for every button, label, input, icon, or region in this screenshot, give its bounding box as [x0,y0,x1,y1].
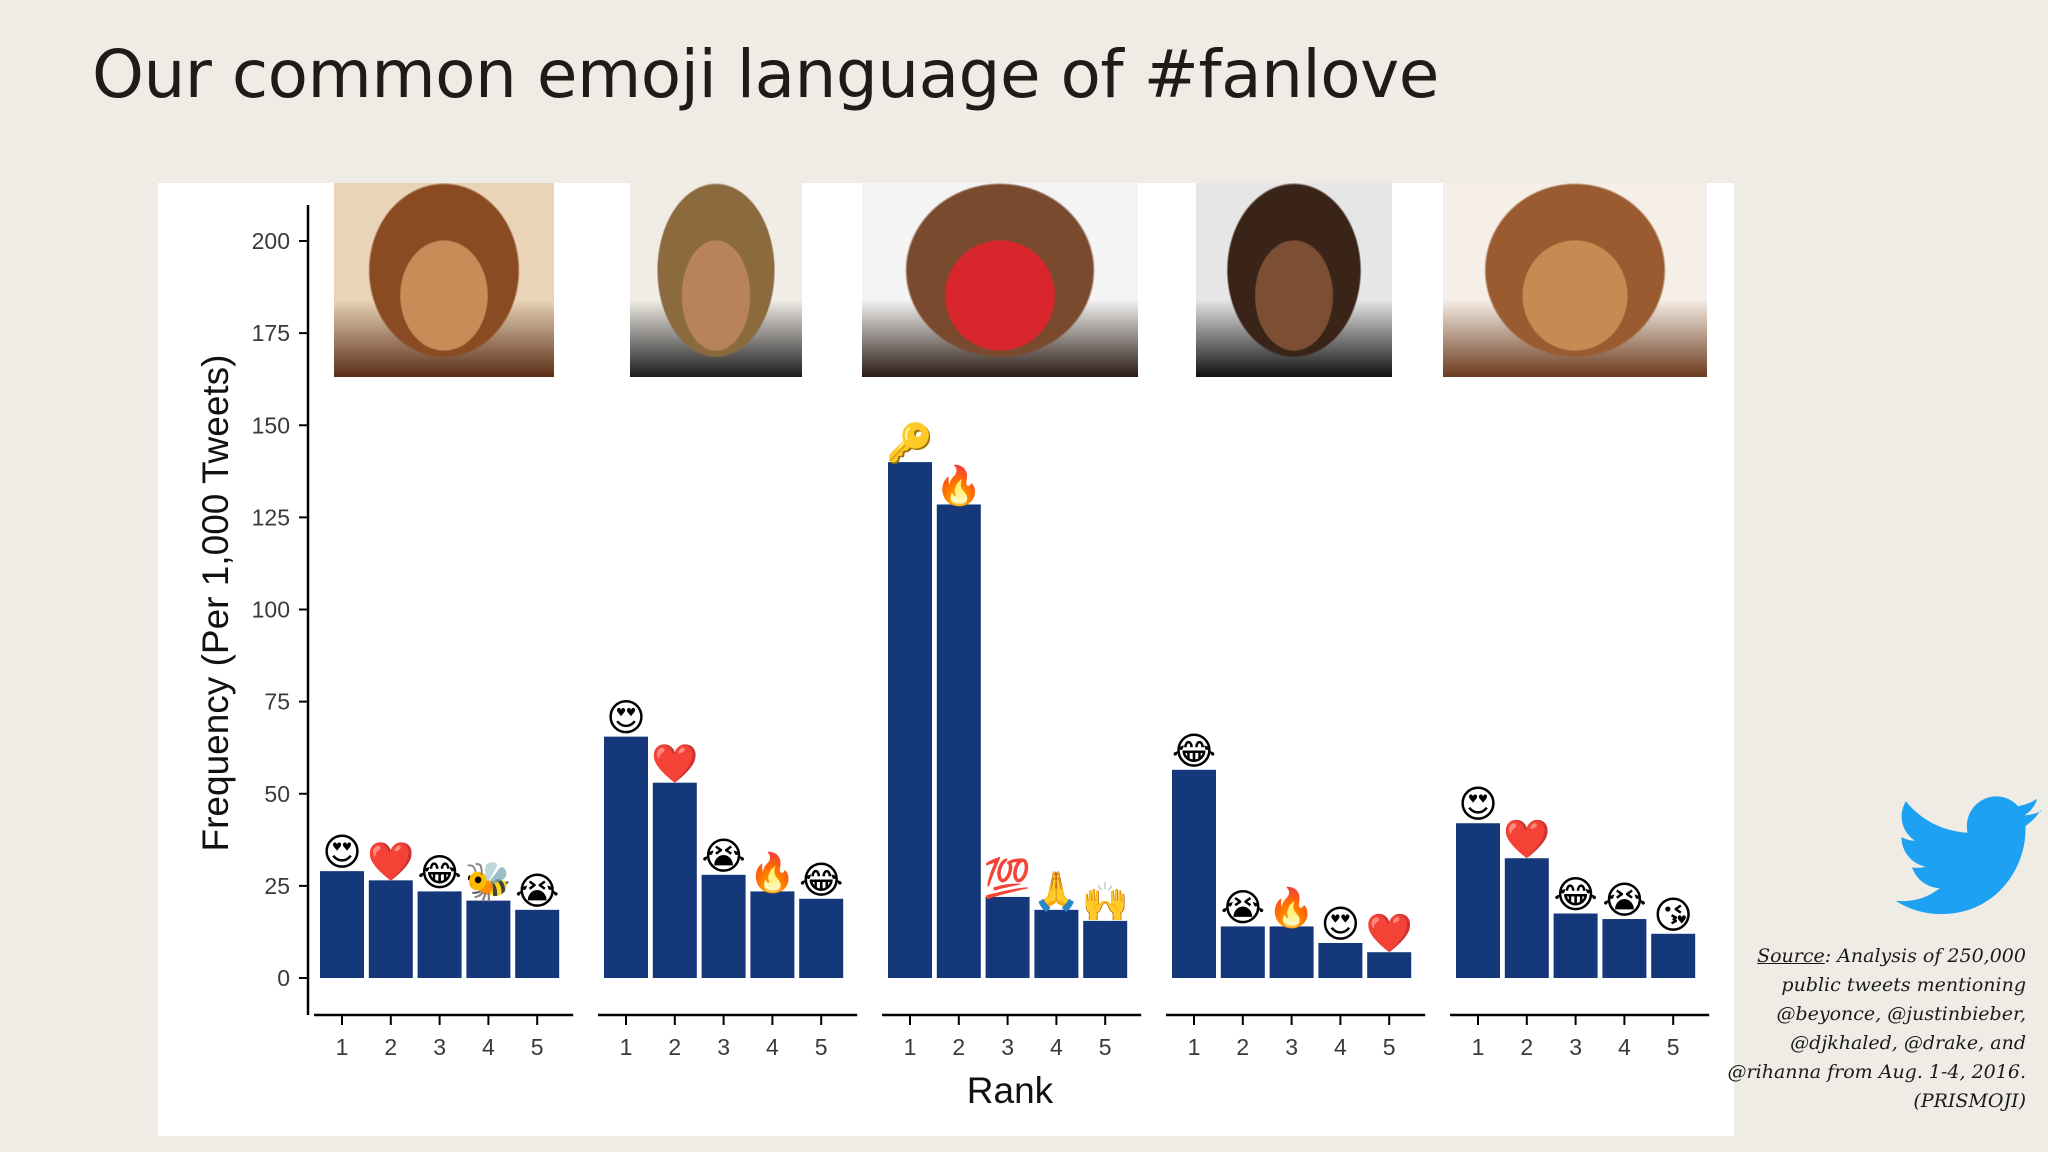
y-tick-label: 75 [264,689,290,715]
bar [368,880,413,978]
x-tick-label: 4 [1334,1034,1347,1060]
emoji-label: 😭 [1602,878,1646,922]
y-tick-label: 100 [252,597,290,623]
x-axis-title: Rank [967,1070,1054,1111]
y-tick-label: 50 [264,781,290,807]
emoji-label: 🔥 [749,850,796,894]
x-tick-label: 1 [1188,1034,1201,1060]
beyonce-photo [334,183,554,377]
emoji-label: 😂 [799,858,843,902]
bar [1602,919,1647,978]
y-tick-label: 125 [252,504,290,530]
y-tick-label: 175 [252,320,290,346]
x-tick-label: 3 [717,1034,730,1060]
x-tick-label: 3 [1569,1034,1582,1060]
bar [604,736,648,978]
bar [985,896,1030,978]
x-tick-label: 1 [336,1034,349,1060]
y-tick-label: 0 [277,965,290,991]
emoji-label: 🔥 [935,463,982,507]
bar [1220,926,1265,978]
emoji-label: 🙏 [1033,869,1080,913]
bar [417,891,462,978]
bar [1034,909,1079,978]
bar [1651,933,1696,978]
emoji-label: 🔥 [1268,885,1315,929]
emoji-label: 😭 [1221,885,1265,929]
x-tick-label: 5 [531,1034,544,1060]
drake-photo [1196,183,1392,377]
y-tick-label: 25 [264,873,290,899]
emoji-label: 🙌 [1082,880,1129,924]
x-tick-label: 5 [1099,1034,1112,1060]
emoji-label: 😂 [1553,873,1597,917]
emoji-label: ❤️ [651,742,699,786]
bar [1456,823,1500,978]
x-tick-label: 2 [952,1034,965,1060]
x-tick-label: 1 [1472,1034,1485,1060]
x-tick-label: 2 [1520,1034,1533,1060]
justinbieber-photo [630,183,802,377]
emoji-label: 🐝 [465,860,512,904]
emoji-label: 😭 [701,834,745,878]
x-tick-label: 5 [815,1034,828,1060]
x-tick-label: 2 [384,1034,397,1060]
emoji-label: 😍 [1458,782,1498,826]
x-tick-label: 3 [433,1034,446,1060]
source-text: : Analysis of 250,000 public tweets ment… [1727,945,2026,1112]
emoji-label: 😂 [417,850,461,894]
x-tick-label: 2 [668,1034,681,1060]
y-tick-label: 200 [252,228,290,254]
y-axis-title: Frequency (Per 1,000 Tweets) [195,354,236,851]
emoji-label: 😭 [515,869,559,913]
x-tick-label: 1 [620,1034,633,1060]
bar [466,900,511,978]
source-note: Source: Analysis of 250,000 public tweet… [1726,942,2026,1116]
bar [750,891,795,978]
bar [1172,769,1216,978]
x-tick-label: 4 [1050,1034,1063,1060]
emoji-label: ❤️ [367,839,415,883]
emoji-label: 😘 [1653,893,1693,937]
x-tick-label: 3 [1285,1034,1298,1060]
emoji-label: 😍 [322,830,362,874]
y-tick-label: 150 [252,412,290,438]
emoji-label: 😍 [1321,902,1361,946]
x-tick-label: 1 [904,1034,917,1060]
emoji-label: 💯 [984,856,1031,900]
emoji-label: ❤️ [1366,911,1414,955]
bar [652,782,697,978]
bar [936,504,981,978]
slide-title: Our common emoji language of #fanlove [92,36,1439,113]
bar [1553,913,1598,978]
bar [1504,858,1549,978]
bar [799,898,844,978]
chart-panel: 0 25 50 75 100 125 150 175 200 Frequency (Per 1,0… [158,183,1734,1136]
bar [888,462,932,979]
bar [1318,942,1363,978]
bar [320,871,364,978]
x-tick-label: 3 [1001,1034,1014,1060]
emoji-label: 😂 [1172,729,1216,773]
source-label: Source [1757,945,1825,967]
emoji-label: ❤️ [1503,817,1551,861]
emoji-label: 😍 [606,696,646,740]
x-tick-label: 2 [1236,1034,1249,1060]
bar [515,909,560,978]
x-tick-label: 4 [1618,1034,1631,1060]
rihanna-photo [1443,183,1707,377]
x-tick-label: 4 [766,1034,779,1060]
x-tick-label: 4 [482,1034,495,1060]
bar [1269,926,1314,978]
djkhaled-photo [862,183,1138,377]
twitter-bird-icon [1895,796,2044,925]
x-tick-label: 5 [1667,1034,1680,1060]
bar [1367,952,1412,978]
bar [1083,920,1128,978]
emoji-label: 🔑 [886,420,933,466]
x-tick-label: 5 [1383,1034,1396,1060]
bar [701,874,746,978]
